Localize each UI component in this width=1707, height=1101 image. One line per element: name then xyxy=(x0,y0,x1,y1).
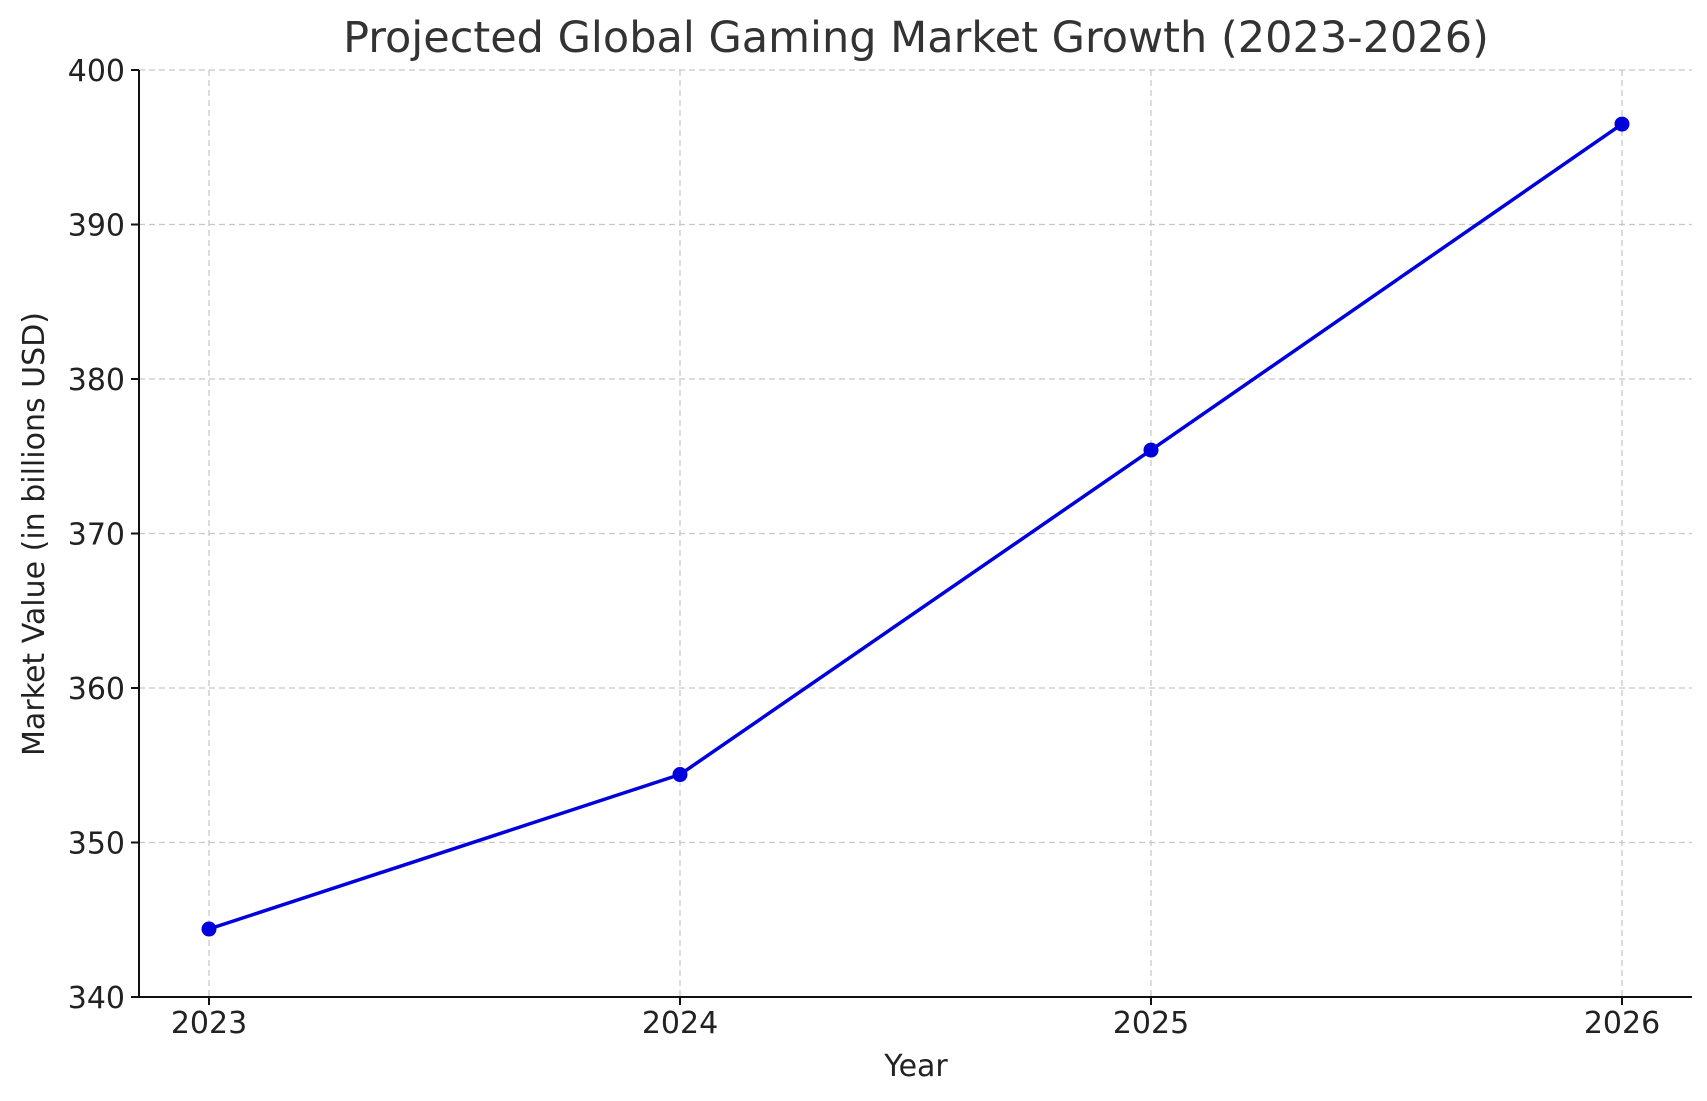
data-point-2026 xyxy=(1614,116,1630,132)
chart-title: Projected Global Gaming Market Growth (2… xyxy=(343,13,1489,63)
x-tick-label: 2026 xyxy=(1584,1006,1660,1041)
grid xyxy=(139,69,1692,998)
series xyxy=(201,116,1630,937)
y-tick-label: 400 xyxy=(68,54,125,89)
x-axis-label: Year xyxy=(883,1049,948,1084)
series-line xyxy=(207,122,1624,931)
x-tick-label: 2025 xyxy=(1113,1006,1189,1041)
x-tick-label: 2024 xyxy=(642,1006,718,1041)
y-tick-label: 380 xyxy=(68,363,125,398)
y-tick-label: 370 xyxy=(68,518,125,553)
y-axis-label: Market Value (in billions USD) xyxy=(17,312,52,756)
y-axis-ticks: 340 350 360 370 380 390 400 xyxy=(68,54,139,1016)
y-tick-label: 340 xyxy=(68,981,125,1016)
data-point-2025 xyxy=(1143,442,1159,458)
y-tick-label: 350 xyxy=(68,827,125,862)
x-tick-label: 2023 xyxy=(171,1006,247,1041)
data-point-2024 xyxy=(672,767,688,783)
data-point-2023 xyxy=(201,921,217,937)
y-tick-label: 360 xyxy=(68,672,125,707)
x-axis-ticks: 2023 2024 2025 2026 xyxy=(171,997,1660,1041)
y-tick-label: 390 xyxy=(68,209,125,244)
